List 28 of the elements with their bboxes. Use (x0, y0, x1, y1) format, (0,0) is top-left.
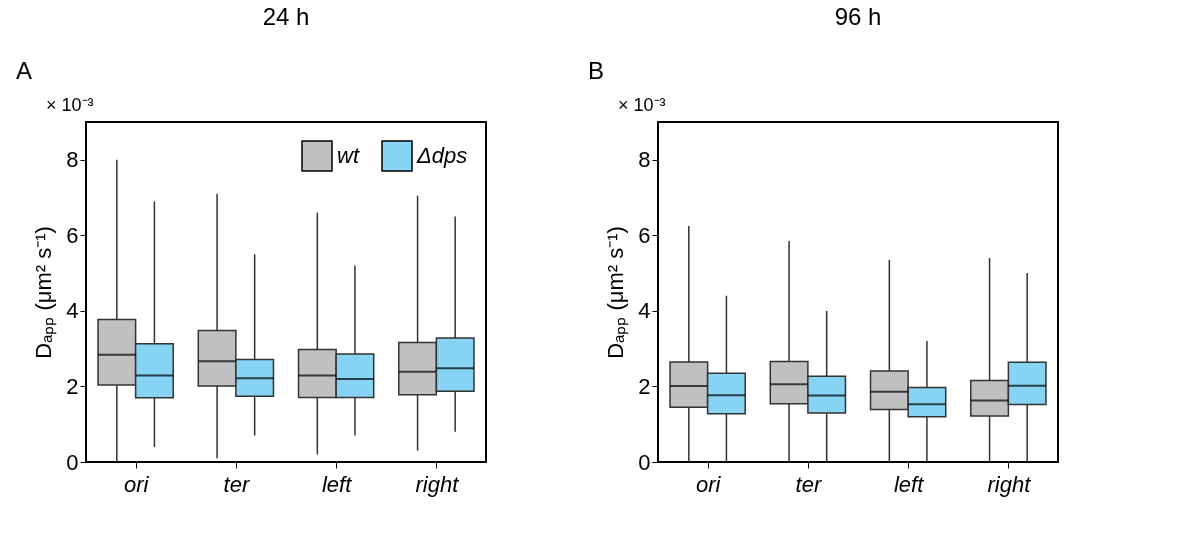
y-axis-title: Dₐₚₚ (μm² s⁻¹) (603, 226, 630, 359)
text: B (588, 57, 605, 84)
y-tick-label: 0 (66, 449, 79, 475)
y-tick-label: 6 (66, 222, 79, 248)
x-tick-label: right (987, 471, 1032, 497)
y-axis-title: Dₐₚₚ (μm² s⁻¹) (31, 226, 58, 359)
y-tick-label: 0 (638, 449, 651, 475)
y-tick-label: 8 (66, 147, 79, 173)
text: × 10⁻³ (46, 95, 94, 115)
x-tick-label: ori (123, 471, 150, 497)
x-tick-label: ori (695, 471, 722, 497)
y-tick-label: 4 (66, 298, 79, 324)
y-tick-label: 6 (638, 222, 651, 248)
chart-title: 24 h (262, 3, 310, 30)
text: A (16, 57, 33, 84)
y-tick-label: 4 (638, 298, 651, 324)
y-tick-label: 2 (638, 373, 651, 399)
legend-label: wt (337, 143, 360, 168)
x-tick-label: ter (795, 471, 823, 497)
y-tick-label: 2 (66, 373, 79, 399)
y-tick-label: 8 (638, 147, 651, 173)
x-tick-label: left (893, 471, 925, 497)
chart-title: 96 h (834, 3, 882, 30)
text: × 10⁻³ (618, 95, 666, 115)
x-tick-label: left (321, 471, 353, 497)
x-tick-label: ter (223, 471, 251, 497)
x-tick-label: right (415, 471, 460, 497)
legend-label: Δdps (416, 143, 468, 168)
